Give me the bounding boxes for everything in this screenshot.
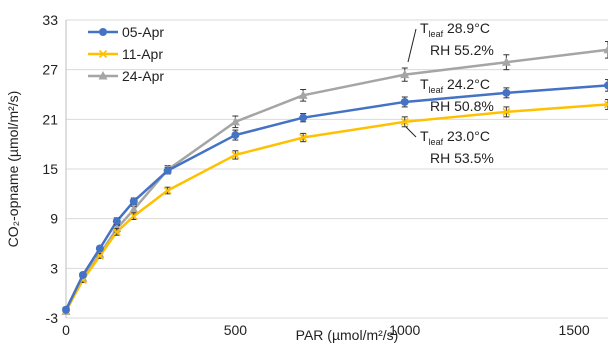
x-tick-label: 0 [62, 322, 70, 338]
data-point [231, 131, 239, 139]
legend-label: 05-Apr [122, 24, 164, 40]
annotation-rh: RH 50.8% [430, 98, 494, 114]
annotations: Tleaf 28.9°C RH 55.2% Tleaf 24.2°C RH 50.8%… [406, 20, 494, 166]
annotation-temperature: Tleaf 28.9°C [420, 20, 490, 39]
annotation-rh: RH 53.5% [430, 150, 494, 166]
y-tick-label: 9 [50, 211, 58, 227]
annotation-t-value: 28.9°C [443, 20, 490, 36]
annotation-temperature: Tleaf 24.2°C [420, 76, 490, 95]
data-point [502, 89, 510, 97]
legend-item-24-Apr: 24-Apr [88, 68, 164, 84]
annotation-temperature: Tleaf 23.0°C [420, 128, 490, 147]
legend-item-11-Apr: 11-Apr [88, 46, 163, 62]
data-point [96, 244, 104, 252]
legend-label: 11-Apr [122, 46, 163, 62]
series-line [66, 104, 608, 310]
y-tick-label: 3 [50, 260, 58, 276]
annotation-t-subscript: leaf [429, 85, 444, 95]
x-tick-label: 1500 [559, 322, 590, 338]
annotation-t-subscript: leaf [429, 137, 444, 147]
annotation: Tleaf 23.0°C RH 53.5% [406, 127, 494, 166]
y-tick-label: 27 [42, 62, 58, 78]
y-axis-title: CO₂-opname (µmol/m²/s) [5, 91, 21, 248]
series-line [66, 50, 608, 312]
data-point [79, 271, 87, 279]
data-point [130, 197, 138, 205]
annotation: Tleaf 28.9°C RH 55.2% [408, 20, 494, 62]
data-point [99, 28, 107, 36]
annotation-leader [406, 127, 416, 137]
annotation-t-subscript: leaf [429, 29, 444, 39]
y-tick-label: 21 [42, 111, 58, 127]
data-point [299, 114, 307, 122]
y-tick-label: -3 [46, 310, 59, 326]
y-tick-label: 15 [42, 161, 58, 177]
x-tick-label: 500 [224, 322, 248, 338]
series-11-Apr [63, 99, 608, 314]
annotation-rh: RH 55.2% [430, 42, 494, 58]
legend: 05-Apr 11-Apr 24-Apr [88, 24, 164, 84]
annotation-t-value: 23.0°C [443, 128, 490, 144]
legend-label: 24-Apr [122, 68, 164, 84]
grid-lines [66, 20, 608, 318]
data-point [164, 167, 172, 175]
data-point [62, 306, 70, 314]
y-tick-label: 33 [42, 12, 58, 28]
legend-item-05-Apr: 05-Apr [88, 24, 164, 40]
data-point [113, 217, 121, 225]
x-axis-title: PAR (µmol/m²/s) [296, 327, 399, 343]
data-point [604, 81, 608, 89]
annotation-leader [408, 29, 416, 62]
data-point [401, 98, 409, 106]
annotation-t-value: 24.2°C [443, 76, 490, 92]
